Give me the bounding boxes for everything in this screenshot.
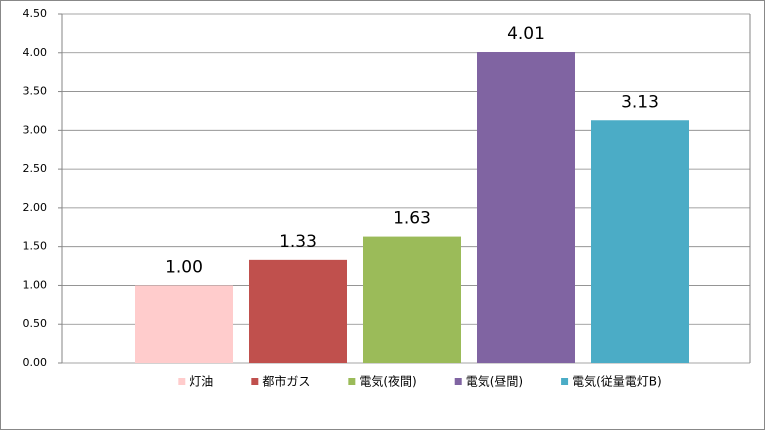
legend-swatch bbox=[454, 378, 462, 385]
y-tick-label: 1.50 bbox=[23, 240, 48, 253]
legend-swatch bbox=[251, 378, 259, 385]
y-tick-label: 3.00 bbox=[23, 123, 48, 136]
bar bbox=[249, 259, 347, 363]
legend-label: 電気(夜間) bbox=[359, 374, 416, 389]
bar bbox=[363, 236, 461, 363]
y-tick-label: 1.00 bbox=[23, 278, 48, 291]
legend-label: 都市ガス bbox=[262, 374, 310, 389]
legend-swatch bbox=[178, 378, 186, 385]
value-label: 1.63 bbox=[393, 209, 431, 229]
legend-label: 電気(昼間) bbox=[466, 374, 523, 389]
y-tick-label: 4.50 bbox=[23, 7, 48, 20]
y-tick-label: 4.00 bbox=[23, 46, 48, 59]
y-tick-label: 2.50 bbox=[23, 162, 48, 175]
value-label: 1.33 bbox=[279, 232, 317, 252]
bar bbox=[591, 120, 689, 363]
legend-label: 電気(従量電灯B) bbox=[572, 374, 662, 389]
legend-label: 灯油 bbox=[189, 375, 213, 389]
y-tick-label: 3.50 bbox=[23, 85, 48, 98]
y-tick-label: 2.00 bbox=[23, 201, 48, 214]
bar bbox=[135, 285, 233, 363]
value-label: 3.13 bbox=[621, 92, 659, 112]
legend-swatch bbox=[561, 378, 569, 385]
bar bbox=[477, 52, 575, 363]
y-tick-label: 0.50 bbox=[23, 317, 48, 330]
y-tick-label: 0.00 bbox=[23, 356, 48, 369]
value-label: 1.00 bbox=[165, 257, 203, 277]
value-label: 4.01 bbox=[507, 24, 545, 44]
legend-swatch bbox=[348, 378, 356, 385]
